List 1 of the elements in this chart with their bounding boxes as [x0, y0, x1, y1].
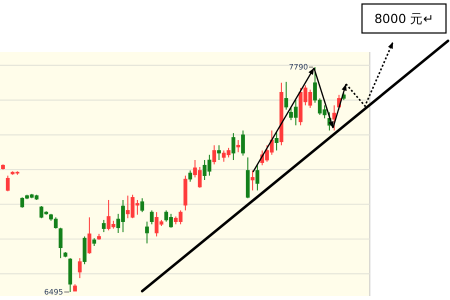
note-box: 8000 元↵ [361, 3, 447, 34]
